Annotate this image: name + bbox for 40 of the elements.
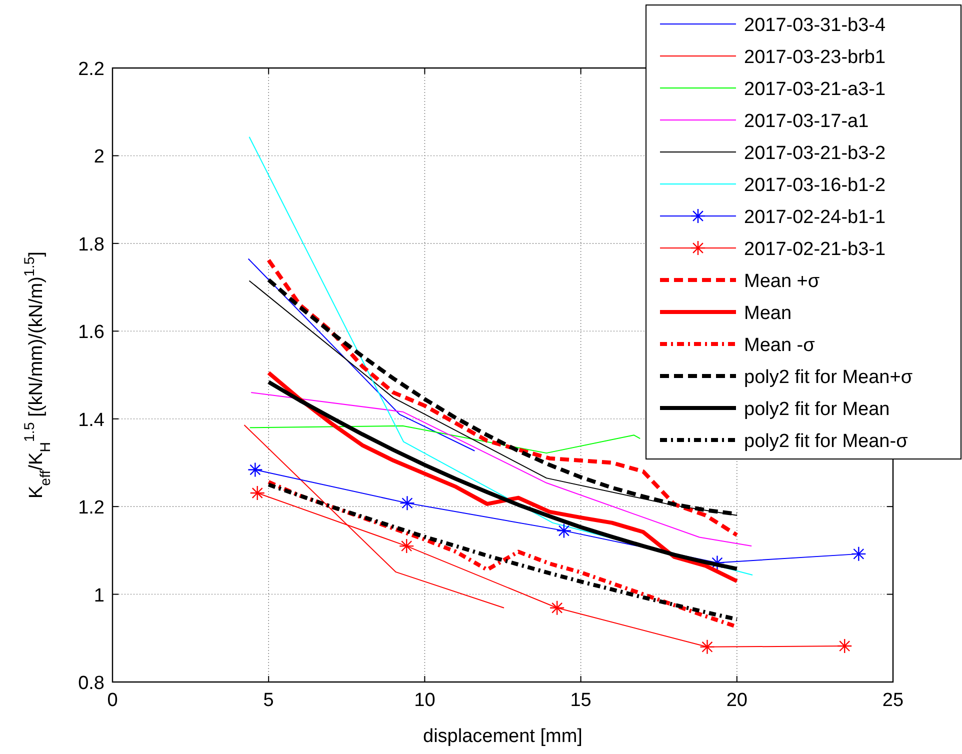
legend-label: 2017-03-23-brb1 [744, 47, 886, 68]
legend-label: 2017-03-21-b3-2 [744, 143, 886, 164]
y-tick-label: 1.8 [78, 234, 104, 256]
point [400, 495, 415, 511]
line-series [249, 425, 641, 454]
y-tick-label: 2 [94, 146, 104, 168]
legend-label: Mean +σ [744, 271, 820, 292]
y-tick-label: 1 [94, 585, 104, 606]
y-tick-label: 1.6 [78, 322, 104, 344]
y-tick-label: 0.8 [78, 673, 104, 694]
legend-label: 2017-02-21-b3-1 [744, 239, 886, 260]
legend-label: poly2 fit for Mean [744, 399, 890, 420]
legend-label: 2017-03-31-b3-4 [744, 15, 886, 36]
x-tick-label: 0 [107, 690, 118, 711]
x-tick-label: 5 [263, 690, 274, 711]
legend-label: 2017-02-24-b1-1 [744, 207, 886, 228]
point [837, 638, 852, 654]
point [851, 546, 866, 562]
legend-label: poly2 fit for Mean-σ [744, 431, 908, 452]
legend-label: 2017-03-21-a3-1 [744, 79, 886, 100]
point [549, 600, 565, 616]
legend-label: poly2 fit for Mean+σ [744, 367, 913, 388]
point [710, 555, 725, 570]
legend-label: 2017-03-17-a1 [744, 111, 869, 132]
point [398, 538, 414, 554]
point [248, 462, 263, 478]
y-tick-label: 2.2 [78, 59, 104, 80]
legend-label: 2017-03-16-b1-2 [744, 175, 886, 196]
point [250, 485, 265, 501]
x-tick-label: 15 [570, 690, 592, 711]
legend-label: Mean -σ [744, 335, 816, 356]
legend-label: Mean [744, 303, 792, 324]
x-axis-title: displacement [mm] [423, 726, 582, 747]
x-tick-label: 25 [882, 690, 904, 711]
point [700, 639, 715, 655]
point [556, 523, 572, 538]
x-tick-label: 10 [414, 690, 436, 711]
x-tick-label: 20 [726, 690, 748, 711]
y-tick-label: 1.4 [78, 410, 105, 431]
y-tick-label: 1.2 [78, 498, 104, 519]
